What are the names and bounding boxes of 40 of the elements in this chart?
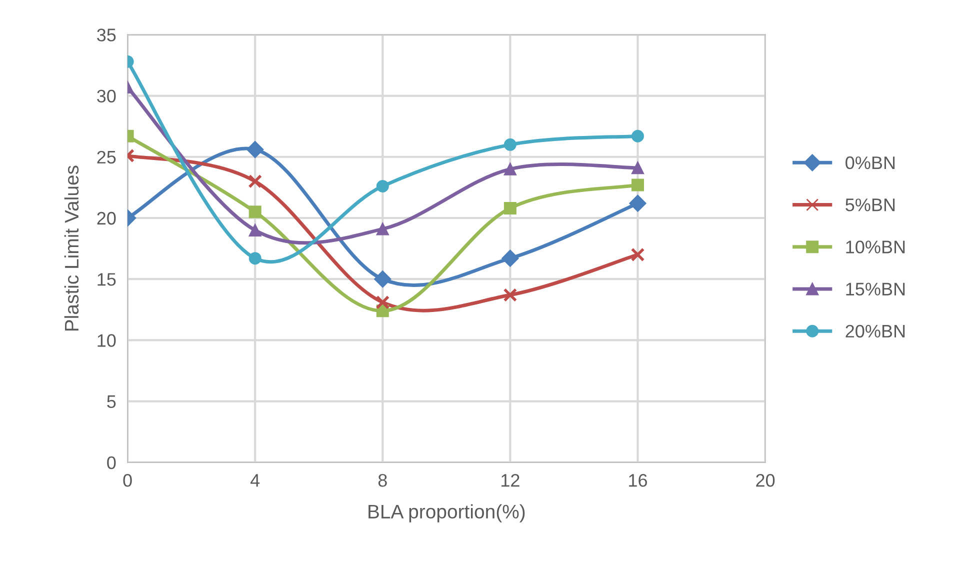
x-axis-title: BLA proportion(%) xyxy=(368,504,525,522)
y-tick-label: 5 xyxy=(107,395,116,408)
legend-label: 20%BN xyxy=(846,324,905,338)
point xyxy=(503,288,518,302)
point xyxy=(248,252,262,265)
point xyxy=(248,206,262,218)
x-tick-label: 12 xyxy=(502,474,520,487)
point xyxy=(248,174,262,188)
point xyxy=(504,162,516,176)
point xyxy=(376,180,389,192)
y-tick-label: 30 xyxy=(97,90,116,103)
point xyxy=(376,222,389,236)
x-tick-label: 20 xyxy=(756,474,775,487)
y-tick-label: 0 xyxy=(107,456,116,470)
y-axis-title: Plastic Limit Values xyxy=(64,166,79,331)
point xyxy=(246,141,264,158)
legend-label: 0%BN xyxy=(846,156,895,170)
y-tick-label: 35 xyxy=(97,28,116,42)
point xyxy=(376,295,390,310)
legend-label: 10%BN xyxy=(846,240,905,254)
point xyxy=(629,194,646,212)
point xyxy=(504,202,516,214)
x-tick-label: 0 xyxy=(123,474,132,487)
x-tick-label: 16 xyxy=(629,474,647,487)
x-tick-label: 4 xyxy=(250,474,260,487)
y-tick-label: 20 xyxy=(97,212,116,225)
point xyxy=(502,250,519,267)
point xyxy=(248,224,262,236)
y-tick-label: 10 xyxy=(98,334,116,347)
y-tick-label: 15 xyxy=(98,273,116,286)
x-tick-label: 8 xyxy=(378,474,387,487)
legend-label: 5%BN xyxy=(846,198,895,212)
legend-label: 15%BN xyxy=(846,282,905,296)
y-tick-label: 25 xyxy=(97,150,116,164)
point xyxy=(630,248,645,262)
point xyxy=(631,178,644,192)
point xyxy=(504,138,516,151)
point xyxy=(631,162,644,174)
point xyxy=(374,270,392,288)
point xyxy=(631,130,644,142)
